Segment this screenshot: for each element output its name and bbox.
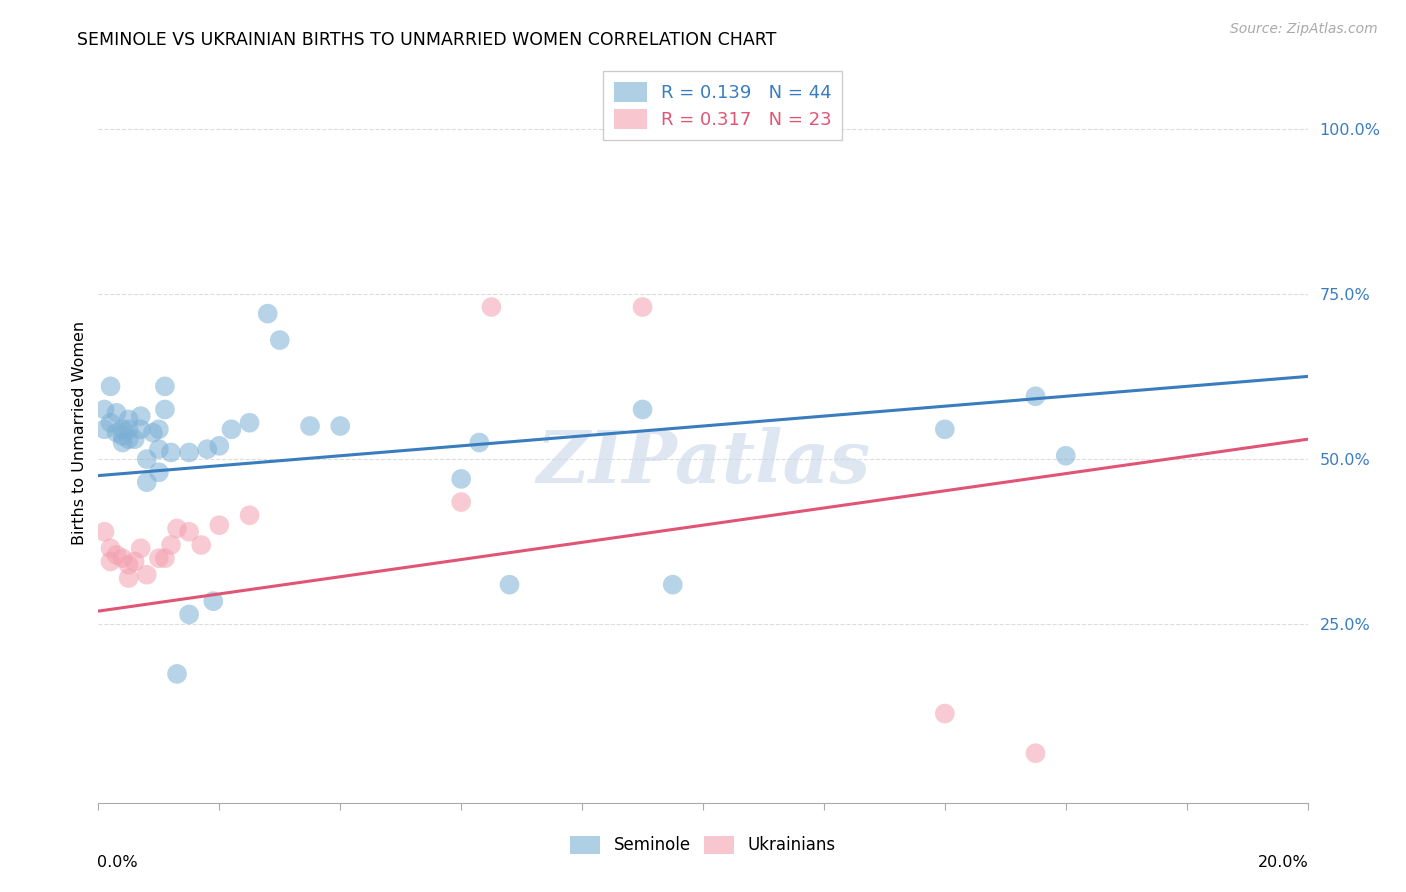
Ukrainians <box>153 551 176 566</box>
Seminole <box>208 439 231 453</box>
Seminole <box>202 594 225 608</box>
Seminole <box>498 577 520 591</box>
Seminole <box>100 379 122 393</box>
Seminole <box>142 425 165 440</box>
Legend: Seminole, Ukrainians: Seminole, Ukrainians <box>564 829 842 861</box>
Seminole <box>135 475 157 490</box>
Ukrainians <box>93 524 115 539</box>
Ukrainians <box>166 521 188 535</box>
Ukrainians <box>118 571 141 585</box>
Seminole <box>450 472 472 486</box>
Seminole <box>105 406 128 420</box>
Seminole <box>166 666 188 681</box>
Ukrainians <box>631 300 654 314</box>
Seminole <box>468 435 491 450</box>
Seminole <box>118 412 141 426</box>
Ukrainians <box>111 551 134 566</box>
Text: Source: ZipAtlas.com: Source: ZipAtlas.com <box>1230 22 1378 37</box>
Ukrainians <box>100 555 122 569</box>
Seminole <box>118 432 141 446</box>
Seminole <box>148 465 170 479</box>
Seminole <box>153 402 176 417</box>
Ukrainians <box>450 495 472 509</box>
Ukrainians <box>105 548 128 562</box>
Ukrainians <box>190 538 212 552</box>
Seminole <box>239 416 262 430</box>
Seminole <box>329 419 352 434</box>
Seminole <box>631 402 654 417</box>
Seminole <box>934 422 956 436</box>
Seminole <box>160 445 183 459</box>
Seminole <box>1024 389 1046 403</box>
Ukrainians <box>124 555 146 569</box>
Seminole <box>129 409 152 423</box>
Seminole <box>179 607 201 622</box>
Seminole <box>111 435 134 450</box>
Text: 0.0%: 0.0% <box>97 855 138 870</box>
Seminole <box>195 442 218 457</box>
Seminole <box>118 422 141 436</box>
Ukrainians <box>239 508 262 523</box>
Text: 20.0%: 20.0% <box>1258 855 1309 870</box>
Seminole <box>148 422 170 436</box>
Ukrainians <box>160 538 183 552</box>
Ukrainians <box>1024 746 1046 760</box>
Text: SEMINOLE VS UKRAINIAN BIRTHS TO UNMARRIED WOMEN CORRELATION CHART: SEMINOLE VS UKRAINIAN BIRTHS TO UNMARRIE… <box>77 31 776 49</box>
Seminole <box>179 445 201 459</box>
Seminole <box>221 422 243 436</box>
Seminole <box>111 422 134 436</box>
Ukrainians <box>179 524 201 539</box>
Seminole <box>269 333 291 347</box>
Seminole <box>661 577 683 591</box>
Seminole <box>1054 449 1077 463</box>
Seminole <box>256 307 278 321</box>
Seminole <box>105 425 128 440</box>
Ukrainians <box>148 551 170 566</box>
Ukrainians <box>481 300 503 314</box>
Seminole <box>124 432 146 446</box>
Ukrainians <box>934 706 956 721</box>
Seminole <box>153 379 176 393</box>
Ukrainians <box>135 567 157 582</box>
Seminole <box>299 419 322 434</box>
Seminole <box>135 452 157 467</box>
Seminole <box>93 402 115 417</box>
Seminole <box>93 422 115 436</box>
Text: ZIPatlas: ZIPatlas <box>536 426 870 498</box>
Ukrainians <box>208 518 231 533</box>
Seminole <box>129 422 152 436</box>
Seminole <box>100 416 122 430</box>
Ukrainians <box>129 541 152 556</box>
Seminole <box>148 442 170 457</box>
Ukrainians <box>118 558 141 572</box>
Y-axis label: Births to Unmarried Women: Births to Unmarried Women <box>72 320 87 545</box>
Ukrainians <box>100 541 122 556</box>
Seminole <box>111 429 134 443</box>
